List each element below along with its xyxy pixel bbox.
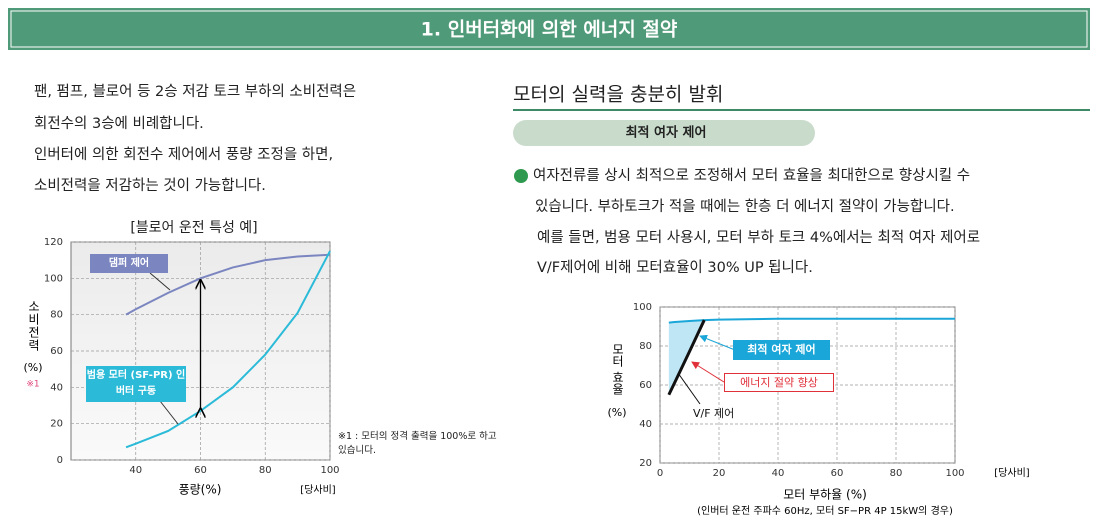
paragraph-line: 회전수의 3승에 비례합니다. (34, 115, 204, 132)
x-tick-label: 80 (259, 465, 272, 476)
leader (149, 272, 171, 291)
y-tick-label: 100 (633, 302, 652, 313)
x-axis-label: 풍량(%) (179, 483, 222, 497)
x-tick-label: 0 (657, 468, 663, 479)
y-tick-label: 20 (639, 458, 652, 469)
x-tick-label: 100 (945, 468, 964, 479)
leader (691, 361, 725, 383)
footnote: ※1 : 모터의 정격 출력을 100%로 하고 있습니다. (338, 431, 497, 456)
source: [당사비] (994, 467, 1030, 479)
paragraph-line: 인버터에 의한 회전수 제어에서 풍량 조정을 하면, (34, 146, 333, 163)
caption: (인버터 운전 주파수 60Hz, 모터 SF−PR 4P 15kW의 경우) (697, 504, 953, 517)
y-tick-label: 100 (44, 273, 63, 284)
x-tick-label: 60 (831, 468, 844, 479)
x-tick-label: 100 (320, 465, 339, 476)
x-tick-label: 40 (772, 468, 785, 479)
y-axis-unit: (%) (607, 406, 626, 419)
header-title: 1. 인버터화에 의한 에너지 절약 (421, 19, 678, 41)
header-bar (8, 8, 1090, 50)
annotation: 에너지 절약 향상 (724, 373, 834, 392)
leader (699, 334, 736, 351)
bullet (514, 169, 528, 183)
series-label: 범용 모터 (SF-PR) 인버터 구동 (86, 366, 186, 402)
header-border (10, 10, 1088, 48)
series-label: V/F 제어 (693, 407, 735, 420)
bullet-line: 있습니다. 부하토크가 적을 때에는 한층 더 에너지 절약이 가능합니다. (535, 198, 955, 215)
y-tick-label: 40 (50, 382, 63, 393)
pill (513, 120, 815, 146)
y-axis-unit: (%) (23, 361, 42, 374)
y-tick-label: 60 (50, 346, 63, 357)
y-axis-label: 모터 효율 (611, 343, 625, 395)
series-line (667, 319, 706, 396)
chart-title: [블로어 운전 특성 예] (130, 220, 257, 236)
series-label: 최적 여자 제어 (733, 340, 830, 360)
bullet-line: V/F제어에 비해 모터효율이 30% UP 됩니다. (537, 259, 813, 276)
series-line (125, 250, 331, 449)
x-tick-label: 20 (713, 468, 726, 479)
paragraph-line: 소비전력을 저감하는 것이 가능합니다. (34, 177, 266, 194)
y-tick-label: 80 (50, 310, 63, 321)
y-tick-label: 0 (57, 455, 63, 466)
y-tick-label: 80 (639, 341, 652, 352)
y-tick-label: 20 (50, 419, 63, 430)
y-tick-label: 40 (639, 419, 652, 430)
leader (677, 372, 701, 405)
y-axis-note: ※1 (26, 380, 39, 390)
pill-text: 최적 여자 제어 (626, 125, 707, 141)
source: [당사비] (300, 484, 336, 496)
series-line (668, 317, 955, 324)
x-tick-label: 40 (129, 465, 142, 476)
paragraph-line: 팬, 펌프, 블로어 등 2승 저감 토크 부하의 소비전력은 (34, 83, 356, 100)
series-line (125, 253, 331, 316)
leader (159, 400, 179, 425)
x-tick-label: 60 (194, 465, 207, 476)
series-label: 댐퍼 제어 (90, 254, 168, 273)
y-tick-label: 60 (639, 380, 652, 391)
bullet-line: 여자전류를 상시 최적으로 조정해서 모터 효율을 최대한으로 향상시킬 수 (533, 167, 970, 184)
y-axis-label: 소비전력 (27, 300, 41, 352)
x-tick-label: 80 (890, 468, 903, 479)
y-tick-label: 120 (44, 237, 63, 248)
bullet-line: 예를 들면, 범용 모터 사용시, 모터 부하 토크 4%에서는 최적 여자 제… (537, 229, 980, 246)
x-axis-label: 모터 부하율 (%) (783, 488, 867, 502)
right-heading: 모터의 실력을 충분히 발휘 (513, 84, 723, 106)
